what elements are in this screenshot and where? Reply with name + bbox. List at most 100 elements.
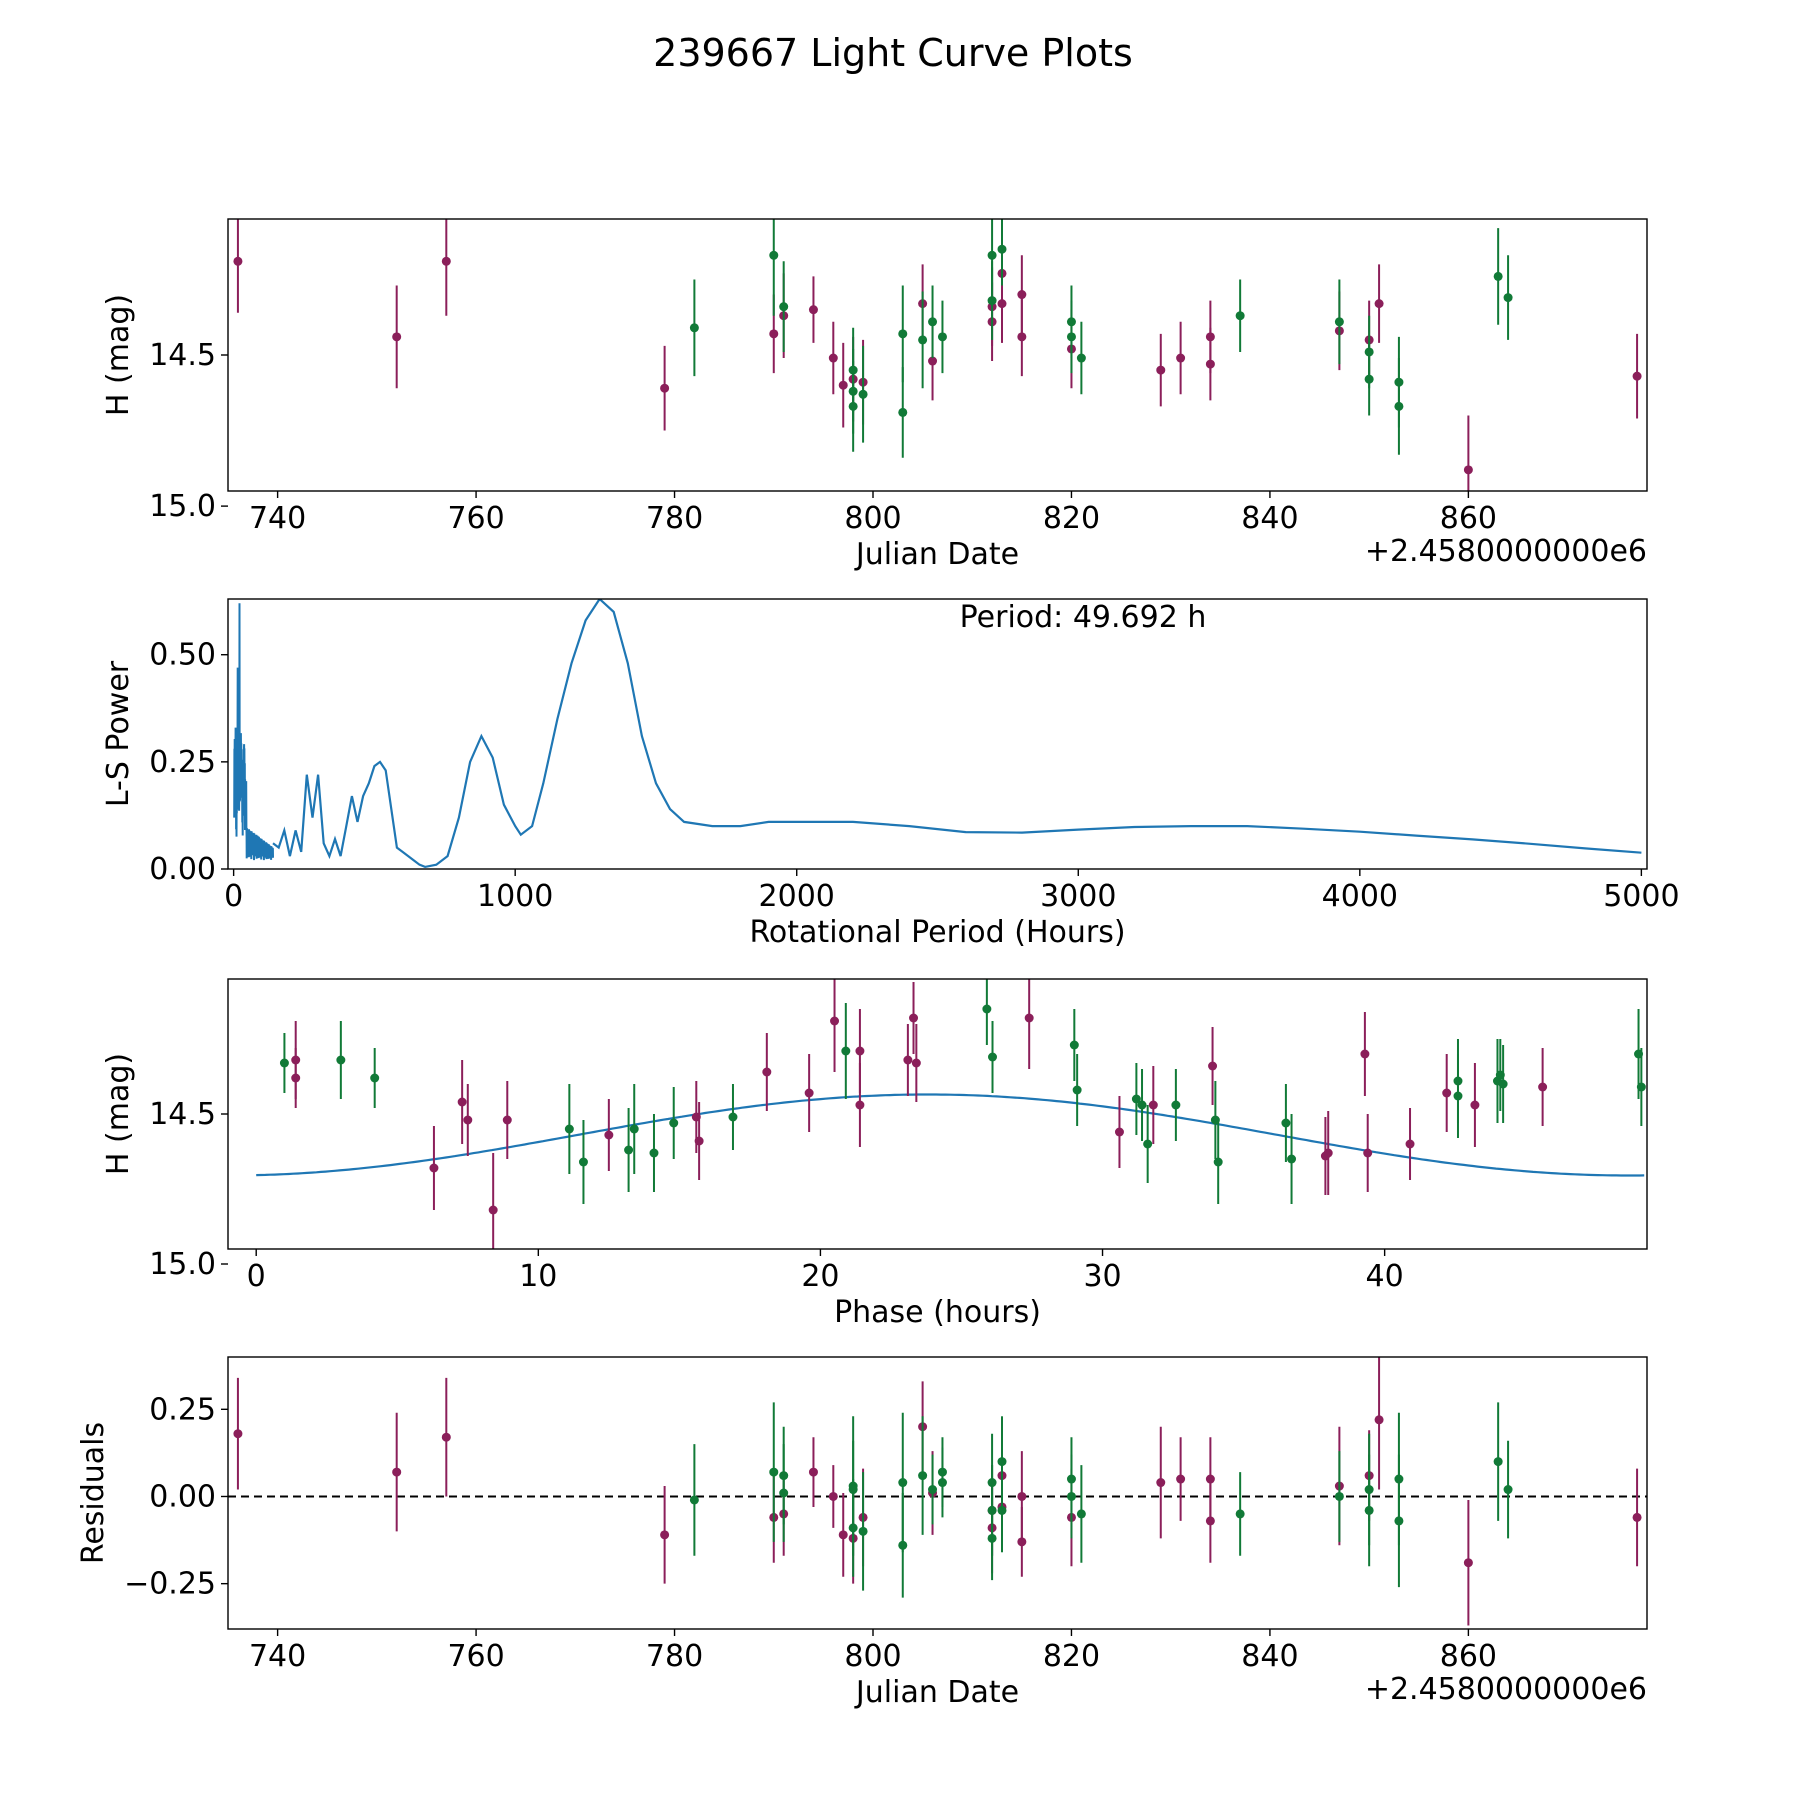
y-tick-label: 0.25 <box>149 745 216 780</box>
data-point <box>762 1067 772 1077</box>
data-point <box>1205 359 1215 369</box>
data-point <box>689 1495 699 1505</box>
light-curve-y-label: H (mag) <box>101 294 136 416</box>
data-point <box>441 256 451 266</box>
data-point <box>1463 465 1473 475</box>
periodogram-spike-region <box>233 603 274 861</box>
data-point <box>463 1115 473 1125</box>
data-point <box>578 1157 588 1167</box>
data-point <box>694 1136 704 1146</box>
data-point <box>1538 1082 1548 1092</box>
data-point <box>898 407 908 417</box>
data-point <box>233 1429 243 1439</box>
figure-title: 239667 Light Curve Plots <box>653 31 1133 75</box>
light-curve-x-ticks: 740 760 780 800 820 840 860 <box>249 491 1497 536</box>
data-point <box>987 1478 997 1488</box>
light-curve-y-ticks: 14.5 15.0 <box>149 338 228 524</box>
data-point <box>660 1530 670 1540</box>
data-point <box>997 1505 1007 1515</box>
data-point <box>291 1055 301 1065</box>
data-point <box>392 332 402 342</box>
periodogram-panel: 0 1000 2000 3000 4000 5000 0.00 0.25 0.50 Rotat… <box>101 598 1680 950</box>
data-point <box>1076 1509 1086 1519</box>
data-point <box>909 1013 919 1023</box>
x-tick-label: 0 <box>224 879 243 914</box>
periodogram-y-label: L-S Power <box>101 660 136 807</box>
data-point <box>918 1471 928 1481</box>
data-point <box>1024 1013 1034 1023</box>
residuals-y-label: Residuals <box>76 1422 111 1564</box>
x-tick-label: 820 <box>1043 1639 1100 1674</box>
y-tick-label: 0.00 <box>149 852 216 887</box>
data-point <box>564 1124 574 1134</box>
x-tick-label: 40 <box>1366 1259 1404 1294</box>
data-point <box>987 296 997 306</box>
x-tick-label: 840 <box>1241 1639 1298 1674</box>
x-tick-label: 860 <box>1440 1639 1497 1674</box>
data-point <box>997 1457 1007 1467</box>
x-tick-label: 780 <box>646 501 703 536</box>
data-point <box>1394 401 1404 411</box>
data-point <box>828 353 838 363</box>
data-point <box>233 256 243 266</box>
data-point <box>488 1205 498 1215</box>
data-point <box>937 332 947 342</box>
y-tick-label: 0.50 <box>149 638 216 673</box>
residuals-marks <box>228 1357 1647 1626</box>
data-point <box>1156 1478 1166 1488</box>
x-tick-label: 820 <box>1043 501 1100 536</box>
data-point <box>898 329 908 339</box>
data-point <box>982 1004 992 1014</box>
periodogram-line <box>272 599 1642 869</box>
y-tick-label: 0.25 <box>149 1392 216 1427</box>
data-point <box>898 1540 908 1550</box>
data-point <box>1148 1100 1158 1110</box>
data-point <box>279 1058 289 1068</box>
data-point <box>1213 1157 1223 1167</box>
data-point <box>848 1485 858 1495</box>
data-point <box>1364 1505 1374 1515</box>
light-curve-x-label: Julian Date <box>854 537 1019 572</box>
data-point <box>1076 353 1086 363</box>
data-point <box>918 335 928 345</box>
data-point <box>997 299 1007 309</box>
data-point <box>624 1145 634 1155</box>
data-point <box>1072 1085 1082 1095</box>
data-point <box>1066 332 1076 342</box>
data-point <box>1442 1088 1452 1098</box>
x-tick-label: 10 <box>519 1259 557 1294</box>
phased-marks <box>256 979 1646 1249</box>
data-point <box>728 1112 738 1122</box>
x-tick-label: 740 <box>249 501 306 536</box>
data-point <box>779 1488 789 1498</box>
x-tick-label: 800 <box>844 501 901 536</box>
data-point <box>988 1052 998 1062</box>
light-curve-x-offset-label: +2.4580000000e6 <box>1365 534 1647 569</box>
data-point <box>429 1163 439 1173</box>
phased-y-label: H (mag) <box>101 1053 136 1175</box>
data-point <box>838 380 848 390</box>
data-point <box>898 1478 908 1488</box>
x-tick-label: 800 <box>844 1639 901 1674</box>
data-point <box>1493 271 1503 281</box>
data-point <box>1493 1457 1503 1467</box>
data-point <box>769 250 779 260</box>
residuals-x-ticks: 740 760 780 800 820 840 860 <box>249 1629 1497 1674</box>
model-curve <box>256 1093 1645 1177</box>
data-point <box>1176 1474 1186 1484</box>
x-tick-label: 860 <box>1440 501 1497 536</box>
data-point <box>838 1530 848 1540</box>
periodogram-marks <box>233 599 1642 869</box>
data-point <box>804 1088 814 1098</box>
data-point <box>649 1148 659 1158</box>
data-point <box>987 250 997 260</box>
y-tick-label: 14.5 <box>149 1097 216 1132</box>
phased-panel: 0 10 20 30 40 14.5 15.0 Phase (hours) H (mag) <box>101 978 1648 1330</box>
data-point <box>1156 365 1166 375</box>
residuals-x-offset-label: +2.4580000000e6 <box>1365 1672 1647 1707</box>
data-point <box>858 1526 868 1536</box>
residuals-y-ticks: −0.25 0.00 0.25 <box>124 1392 228 1602</box>
periodogram-x-label: Rotational Period (Hours) <box>749 915 1125 950</box>
data-point <box>1498 1079 1508 1089</box>
data-point <box>1453 1091 1463 1101</box>
